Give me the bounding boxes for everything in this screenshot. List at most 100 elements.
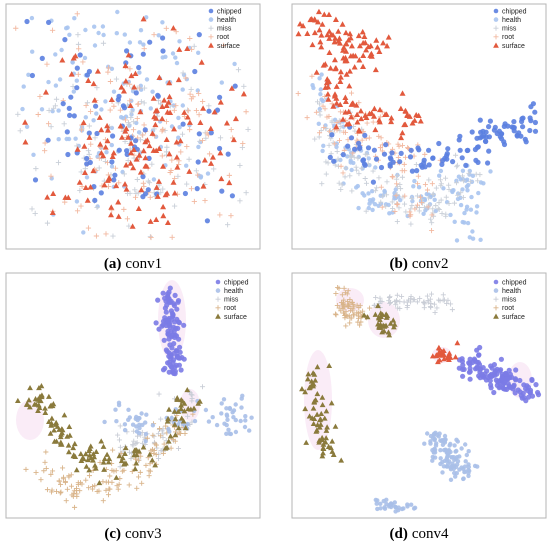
point-chipped [501,386,507,392]
point-miss [78,169,84,175]
point-miss [147,234,153,240]
point-miss [334,148,340,154]
point-miss [436,200,442,206]
point-root [143,462,149,468]
point-surface [122,450,128,456]
point-health [462,464,468,469]
point-health [176,135,181,140]
point-chipped [460,373,466,379]
point-surface [373,37,380,43]
caption-a-title: conv1 [125,256,162,272]
point-surface [132,70,139,77]
point-root [140,180,147,186]
point-health [226,427,231,432]
point-root [158,433,164,439]
point-surface [376,324,383,330]
point-health [449,455,455,460]
point-root [41,148,48,154]
point-health [249,415,254,420]
point-surface [336,40,343,46]
point-miss [139,440,145,446]
point-miss [312,136,318,142]
point-surface [50,190,57,197]
point-miss [394,172,400,179]
point-miss [151,126,157,132]
point-miss [363,180,369,186]
point-health [441,464,447,469]
point-surface [320,441,327,447]
point-health [464,452,469,458]
point-health [442,433,448,439]
legend-marker-root [493,34,499,40]
point-surface [309,41,316,48]
point-health [94,111,99,116]
point-root [159,153,165,159]
point-chipped [408,147,414,153]
point-root [160,450,166,456]
point-root [370,119,376,125]
point-health [452,470,457,476]
point-surface [164,219,171,226]
point-root [74,11,80,17]
point-chipped [485,160,491,166]
point-health [233,417,238,423]
point-chipped [162,305,168,311]
point-miss [48,124,54,130]
point-health [401,506,406,511]
point-miss [125,157,131,164]
point-chipped [467,369,473,375]
point-miss [404,299,410,305]
point-surface [91,97,98,103]
point-miss [237,162,243,169]
point-miss [180,70,186,76]
point-miss [449,307,455,313]
point-root [364,120,370,126]
point-surface [156,74,163,80]
point-miss [189,398,195,404]
point-chipped [520,124,526,130]
point-root [38,477,44,483]
point-root [396,143,402,149]
point-surface [191,405,197,411]
point-surface [372,126,379,133]
point-surface [85,456,91,463]
point-root [107,107,113,113]
point-miss [329,118,335,124]
point-miss [443,175,449,181]
point-health [381,498,386,504]
point-chipped [340,152,346,158]
point-miss [438,197,444,203]
point-surface [150,95,157,101]
point-health [56,108,61,113]
point-root [50,468,56,474]
point-root [23,466,29,472]
point-root [379,148,385,154]
point-surface [108,96,115,103]
point-miss [17,128,23,134]
point-health [137,431,142,436]
point-surface [164,109,171,115]
point-health [138,83,143,89]
point-root [173,103,179,109]
point-miss [211,166,217,172]
point-surface [324,91,331,97]
point-root [127,98,133,104]
point-root [41,468,47,474]
point-chipped [430,155,436,161]
point-miss [116,437,122,443]
point-root [171,175,178,182]
point-miss [117,423,123,429]
point-surface [156,145,163,152]
point-root [134,115,140,122]
point-root [405,145,411,151]
point-surface [388,118,395,125]
caption-c-title: conv3 [125,526,162,542]
point-miss [193,168,199,174]
point-surface [324,76,331,82]
point-chipped [398,150,404,156]
point-root [150,432,156,438]
point-surface [321,415,328,421]
point-root [228,126,234,133]
point-surface [90,167,97,174]
point-surface [14,397,21,404]
